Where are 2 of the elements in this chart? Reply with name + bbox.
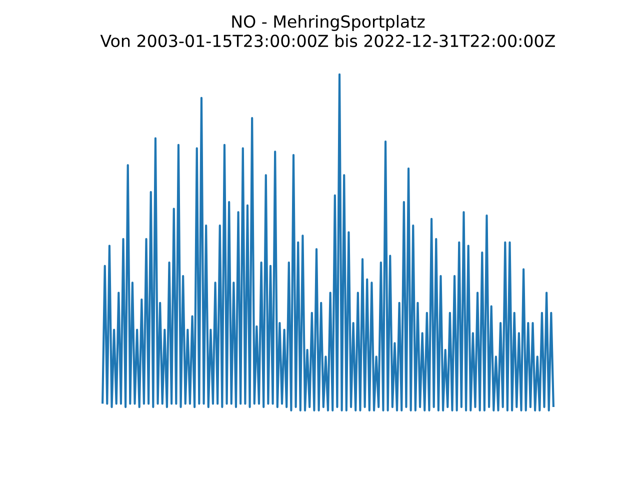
- chart-title: NO - MehringSportplatz: [232, 14, 425, 32]
- chart-subtitle: Von 2003-01-15T23:00:00Z bis 2022-12-31T22:00:00Z: [100, 34, 555, 48]
